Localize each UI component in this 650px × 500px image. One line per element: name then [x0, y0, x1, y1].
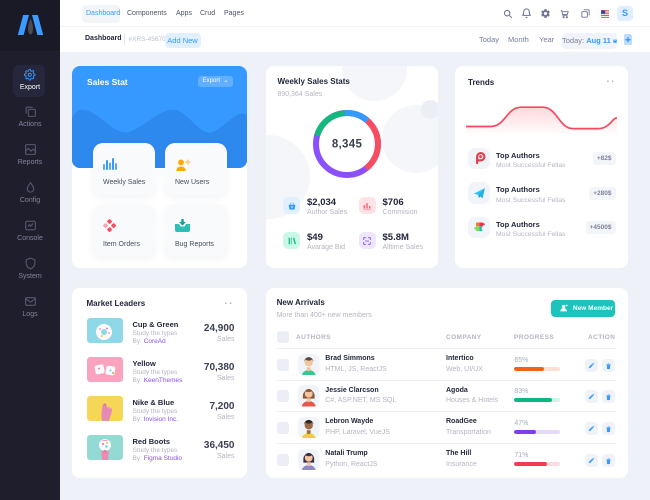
svg-text:8,345: 8,345 — [332, 138, 363, 150]
